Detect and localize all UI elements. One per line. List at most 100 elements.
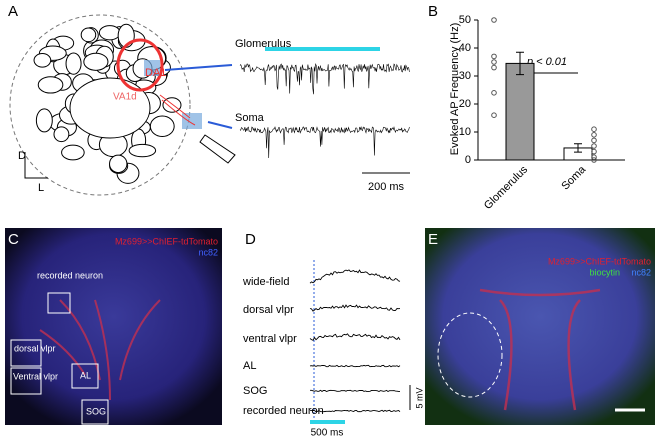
glomerulus bbox=[162, 97, 182, 113]
neurites bbox=[479, 288, 601, 411]
scale-label: 200 ms bbox=[368, 181, 405, 193]
panel-label: B bbox=[428, 3, 438, 20]
label: Soma bbox=[235, 112, 265, 124]
label: dorsal vlpr bbox=[14, 343, 56, 353]
label: DA1 bbox=[145, 67, 166, 79]
stain-label: Mz699>>ChIEF-tdTomato bbox=[115, 236, 218, 246]
arrow bbox=[164, 64, 233, 129]
data-point bbox=[591, 157, 597, 163]
panel-label: C bbox=[8, 231, 19, 248]
data-point bbox=[591, 126, 597, 132]
error-bar bbox=[574, 143, 582, 153]
data-point bbox=[491, 64, 497, 71]
data-point bbox=[491, 59, 497, 65]
panel-label: E bbox=[428, 231, 438, 248]
glomerulus bbox=[128, 143, 157, 158]
data-point bbox=[591, 132, 597, 138]
panel-label: D bbox=[245, 231, 256, 248]
x-tick-label: Glomerulus bbox=[482, 163, 531, 212]
bar bbox=[505, 62, 535, 161]
y-tick-label: 50 bbox=[459, 14, 471, 26]
data-point bbox=[491, 112, 497, 118]
trace bbox=[309, 269, 401, 284]
glomerulus bbox=[149, 115, 175, 138]
label: L bbox=[38, 182, 44, 194]
orientation-axes bbox=[24, 152, 48, 179]
annotation: p < 0.01 bbox=[526, 56, 567, 68]
glomerulus bbox=[80, 27, 97, 43]
roi bbox=[81, 399, 109, 425]
neurites bbox=[39, 299, 161, 401]
stim-grid bbox=[144, 60, 160, 76]
glomerulus bbox=[33, 52, 52, 68]
micrograph bbox=[425, 228, 655, 425]
scale-label: 500 ms bbox=[311, 428, 344, 437]
y-tick-label: 20 bbox=[459, 98, 471, 110]
stain-label: biocytin bbox=[589, 267, 620, 277]
micrograph bbox=[5, 228, 222, 425]
stain-label: nc82 bbox=[198, 247, 218, 257]
x-tick-label: Soma bbox=[559, 163, 588, 192]
data-point bbox=[591, 143, 597, 149]
error-bar bbox=[516, 51, 524, 76]
roi bbox=[71, 363, 99, 389]
lobe-outline bbox=[9, 14, 191, 196]
trace bbox=[310, 389, 400, 393]
trace bbox=[239, 62, 410, 95]
stain-label: Mz699>>ChIEF-tdTomato bbox=[548, 256, 651, 266]
glomerulus bbox=[53, 126, 70, 143]
stim-grid bbox=[182, 113, 202, 129]
light-bar bbox=[310, 420, 345, 424]
y-axis-label: Evoked AP Frequency (Hz) bbox=[449, 23, 461, 155]
trace bbox=[309, 304, 401, 312]
roi bbox=[47, 292, 71, 314]
trace-label: AL bbox=[243, 360, 256, 372]
glomerulus bbox=[65, 52, 82, 75]
da1-outline bbox=[116, 38, 164, 92]
glomerulus bbox=[98, 25, 121, 41]
trace-label: recorded neuron bbox=[243, 405, 324, 417]
data-point bbox=[491, 17, 497, 23]
trace bbox=[309, 409, 401, 413]
stain-label: nc82 bbox=[631, 267, 651, 277]
label: recorded neuron bbox=[37, 270, 103, 280]
label: Glomerulus bbox=[235, 38, 292, 50]
glomerulus bbox=[69, 77, 151, 139]
glomeruli bbox=[33, 23, 182, 184]
glomerulus bbox=[109, 154, 128, 174]
roi bbox=[10, 367, 42, 395]
panel-label: A bbox=[8, 3, 18, 20]
y-tick-label: 0 bbox=[465, 154, 471, 166]
label: D bbox=[18, 150, 26, 162]
data-point bbox=[591, 154, 597, 160]
data-point bbox=[591, 137, 597, 144]
trace-label: dorsal vlpr bbox=[243, 304, 294, 316]
data-point bbox=[491, 53, 497, 60]
y-tick-label: 40 bbox=[459, 42, 471, 54]
glomerulus bbox=[61, 144, 85, 161]
trace bbox=[309, 333, 401, 341]
trace-label: ventral vlpr bbox=[243, 333, 297, 345]
data-point bbox=[591, 148, 597, 155]
label: SOG bbox=[86, 406, 106, 416]
trace-label: SOG bbox=[243, 385, 267, 397]
scale-label: 5 mV bbox=[414, 387, 424, 408]
glomerulus bbox=[35, 108, 53, 133]
data-point bbox=[491, 90, 497, 96]
trace bbox=[239, 125, 410, 159]
electrode bbox=[199, 134, 236, 164]
y-tick-label: 30 bbox=[459, 70, 471, 82]
glomerulus bbox=[83, 52, 109, 71]
glomerulus bbox=[37, 76, 64, 94]
roi bbox=[437, 312, 503, 398]
trace-label: wide-field bbox=[242, 276, 289, 288]
light-bar bbox=[265, 47, 380, 51]
label: VA1d bbox=[113, 92, 137, 103]
label: AL bbox=[80, 370, 91, 380]
neurite bbox=[159, 94, 196, 126]
y-tick-label: 10 bbox=[459, 126, 471, 138]
trace bbox=[309, 364, 401, 368]
label: Ventral vlpr bbox=[13, 371, 58, 381]
roi bbox=[10, 339, 42, 367]
